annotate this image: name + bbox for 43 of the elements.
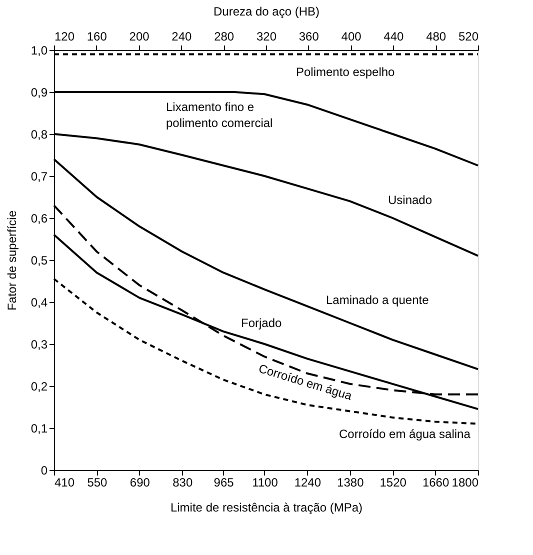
x2-tick-label: 320: [256, 30, 277, 44]
series-label: Usinado: [388, 193, 432, 207]
y-tick-label: 0: [40, 464, 48, 478]
y-tick-label: 1,0: [30, 44, 48, 58]
x2-tick-label: 480: [426, 30, 446, 44]
x-tick-label: 965: [214, 476, 234, 490]
x-axis-title: Limite de resistência à tração (MPa): [170, 500, 363, 514]
x2-tick-label: 240: [172, 30, 192, 44]
x-tick-label: 830: [172, 476, 193, 490]
x-tick-label: 410: [54, 476, 75, 490]
x-tick-label: 1520: [380, 476, 407, 490]
y-tick-label: 0,4: [30, 296, 48, 310]
y-axis-title: Fator de superfície: [4, 210, 19, 311]
x2-tick-label: 120: [54, 30, 75, 44]
y-tick-label: 0,8: [30, 128, 48, 142]
y-tick-label: 0,3: [30, 338, 48, 352]
y-tick-label: 0,7: [30, 170, 48, 184]
x-tick-label: 1240: [294, 476, 322, 490]
x2-axis-title: Dureza do aço (HB): [213, 4, 320, 18]
x2-tick-label: 360: [298, 30, 320, 44]
x-tick-label: 690: [130, 476, 150, 490]
series-label: Forjado: [241, 316, 282, 330]
x2-tick-label: 280: [214, 30, 234, 44]
series-label: Laminado a quente: [326, 293, 430, 307]
text: Corroído em água: [256, 361, 354, 404]
x-tick-label: 1100: [252, 476, 278, 490]
x-tick-label: 1380: [337, 476, 364, 490]
y-tick-label: 0,5: [30, 254, 48, 268]
x2-tick-label: 440: [384, 30, 404, 44]
series-label: Corroído em água salina: [339, 427, 471, 441]
series-label: Polimento espelho: [296, 65, 396, 79]
x2-tick-label: 200: [129, 30, 150, 44]
x2-tick-label: 520: [458, 30, 479, 44]
y-tick-label: 0,2: [30, 380, 48, 394]
x-tick-label: 1800: [452, 476, 479, 490]
x-tick-label: 1660: [422, 476, 450, 490]
y-tick-label: 0,6: [30, 212, 48, 226]
series-label: Lixamento fino e polimento comercial: [166, 100, 273, 130]
x2-tick-label: 400: [341, 30, 362, 44]
x2-tick-label: 160: [86, 30, 108, 44]
x-tick-label: 550: [87, 476, 108, 490]
y-tick-label: 0,9: [30, 86, 48, 100]
y-tick-label: 0,1: [30, 422, 48, 436]
